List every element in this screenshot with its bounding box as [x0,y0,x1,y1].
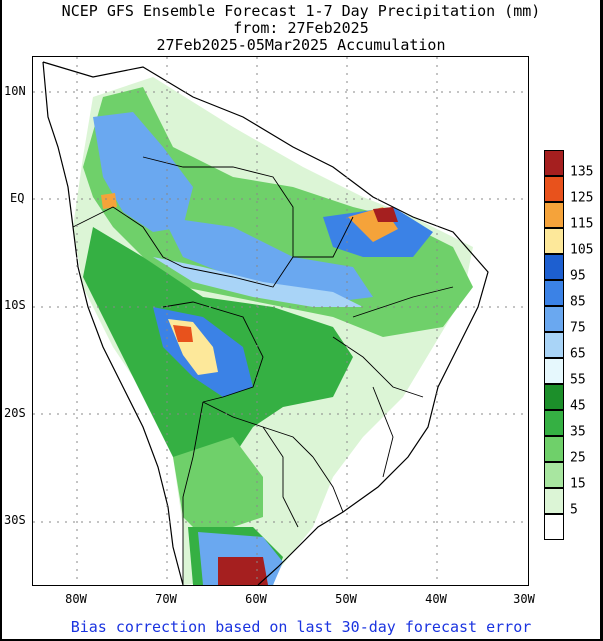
legend-swatch [544,514,564,540]
x-axis-label-50w: 50W [335,592,357,606]
precipitation-map [32,56,529,586]
x-axis-label-40w: 40W [425,592,447,606]
y-axis-label-eq: EQ [10,191,25,205]
legend-swatch [544,306,564,332]
legend-swatch [544,462,564,488]
legend-label: 105 [570,242,594,258]
legend-swatch [544,384,564,410]
green-area-south [173,437,263,537]
red-area-argentina [218,557,268,585]
legend-label: 95 [570,268,586,284]
y-axis-label-10n: 10N [4,84,26,98]
y-axis-label-10s: 10S [4,298,26,312]
blue-area-amazon [163,217,373,302]
legend-label: 75 [570,320,586,336]
legend-swatch [544,332,564,358]
legend-swatch [544,358,564,384]
legend-label: 65 [570,346,586,362]
legend-label: 125 [570,190,594,206]
orange-area-ecuador [101,193,117,209]
precipitation-field [73,77,473,585]
green-area-north [83,87,473,337]
legend-swatch [544,228,564,254]
legend-swatch [544,436,564,462]
legend-label: 5 [570,502,578,518]
y-axis-label-30s: 30S [4,513,26,527]
legend-swatch [544,176,564,202]
light-blue-area [153,257,363,307]
legend-label: 135 [570,164,594,180]
x-axis-label-80w: 80W [65,592,87,606]
title-line-2: from: 27Feb2025 [233,19,369,37]
blue-area-west [93,112,193,232]
orange-area-bolivia [173,325,193,342]
lat-lon-grid [33,57,528,585]
legend-swatch [544,280,564,306]
legend-label: 85 [570,294,586,310]
legend-label: 15 [570,476,586,492]
coastline [42,61,489,585]
y-axis-label-20s: 20S [4,406,26,420]
country-borders [72,156,454,585]
title-line-1: NCEP GFS Ensemble Forecast 1-7 Day Preci… [61,2,541,20]
legend-label: 55 [570,372,586,388]
x-axis-label-60w: 60W [245,592,267,606]
legend-label: 35 [570,424,586,440]
red-area-north [373,207,398,222]
legend-label: 45 [570,398,586,414]
x-axis-label-30w: 30W [513,592,535,606]
legend-swatch [544,254,564,280]
map-canvas [33,57,528,585]
title-line-3: 27Feb2025-05Mar2025 Accumulation [156,36,446,54]
x-axis-label-70w: 70W [155,592,177,606]
legend-label: 115 [570,216,594,232]
legend-swatch [544,410,564,436]
legend-swatch [544,202,564,228]
legend-swatch [544,150,564,176]
legend-label: 25 [570,450,586,466]
legend-swatch [544,488,564,514]
bias-correction-note: Bias correction based on last 30-day for… [70,618,532,636]
